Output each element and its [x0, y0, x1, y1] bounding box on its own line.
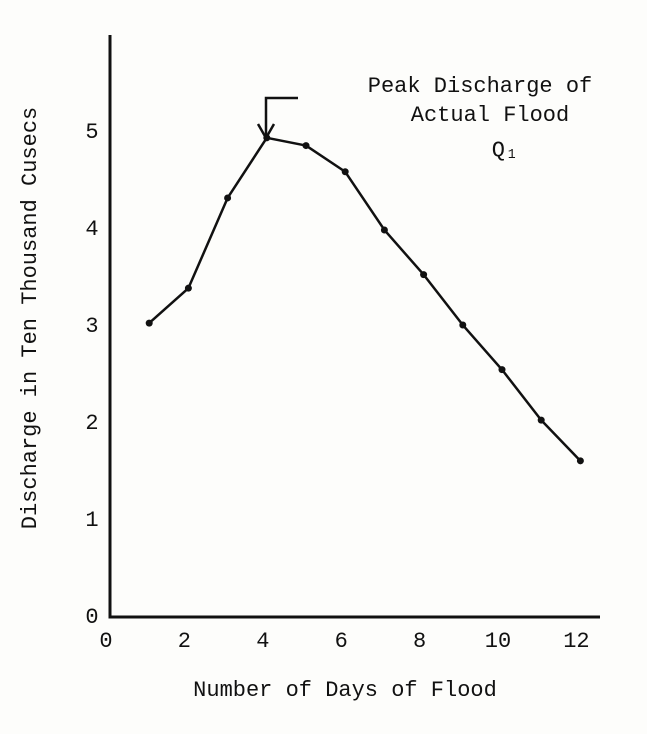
y-tick-label: 3: [85, 314, 98, 339]
data-point: [184, 284, 192, 292]
y-axis-label: Discharge in Ten Thousand Cusecs: [18, 107, 43, 529]
annotation: Q₁: [492, 138, 518, 163]
x-tick-label: 8: [413, 629, 426, 654]
y-tick-label: 4: [85, 217, 98, 242]
data-point: [576, 457, 584, 465]
y-tick-label: 1: [85, 508, 98, 533]
y-tick-label: 2: [85, 411, 98, 436]
annotation: Actual Flood: [411, 103, 569, 128]
data-point: [498, 366, 506, 374]
data-point: [224, 194, 232, 202]
data-point: [302, 142, 310, 150]
data-point: [420, 271, 428, 279]
data-point: [341, 168, 349, 176]
x-tick-label: 12: [563, 629, 589, 654]
x-tick-label: 4: [256, 629, 269, 654]
y-tick-label: 5: [85, 120, 98, 145]
x-tick-label: 10: [485, 629, 511, 654]
annotation: Peak Discharge of: [368, 74, 592, 99]
x-tick-label: 6: [335, 629, 348, 654]
annotation-arrow: [264, 96, 298, 136]
y-tick-label: 0: [85, 605, 98, 630]
x-tick-label: 2: [178, 629, 191, 654]
series-line: [148, 136, 582, 462]
x-axis-label: Number of Days of Flood: [193, 678, 497, 703]
axes: [108, 35, 600, 619]
data-point: [537, 416, 545, 424]
data-point: [263, 134, 271, 142]
data-point: [459, 321, 467, 329]
data-point: [145, 319, 153, 327]
x-tick-label: 0: [99, 629, 112, 654]
data-point: [380, 226, 388, 234]
